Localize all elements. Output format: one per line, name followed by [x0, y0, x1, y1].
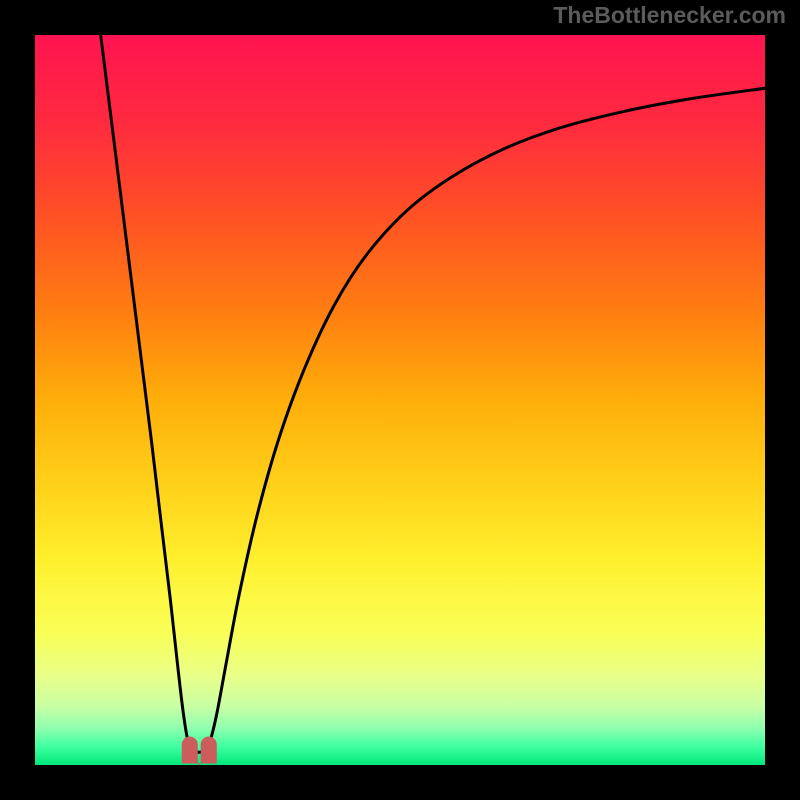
- watermark-text: TheBottlenecker.com: [553, 2, 786, 29]
- plot-background: [35, 35, 765, 765]
- chart-svg: [0, 0, 800, 800]
